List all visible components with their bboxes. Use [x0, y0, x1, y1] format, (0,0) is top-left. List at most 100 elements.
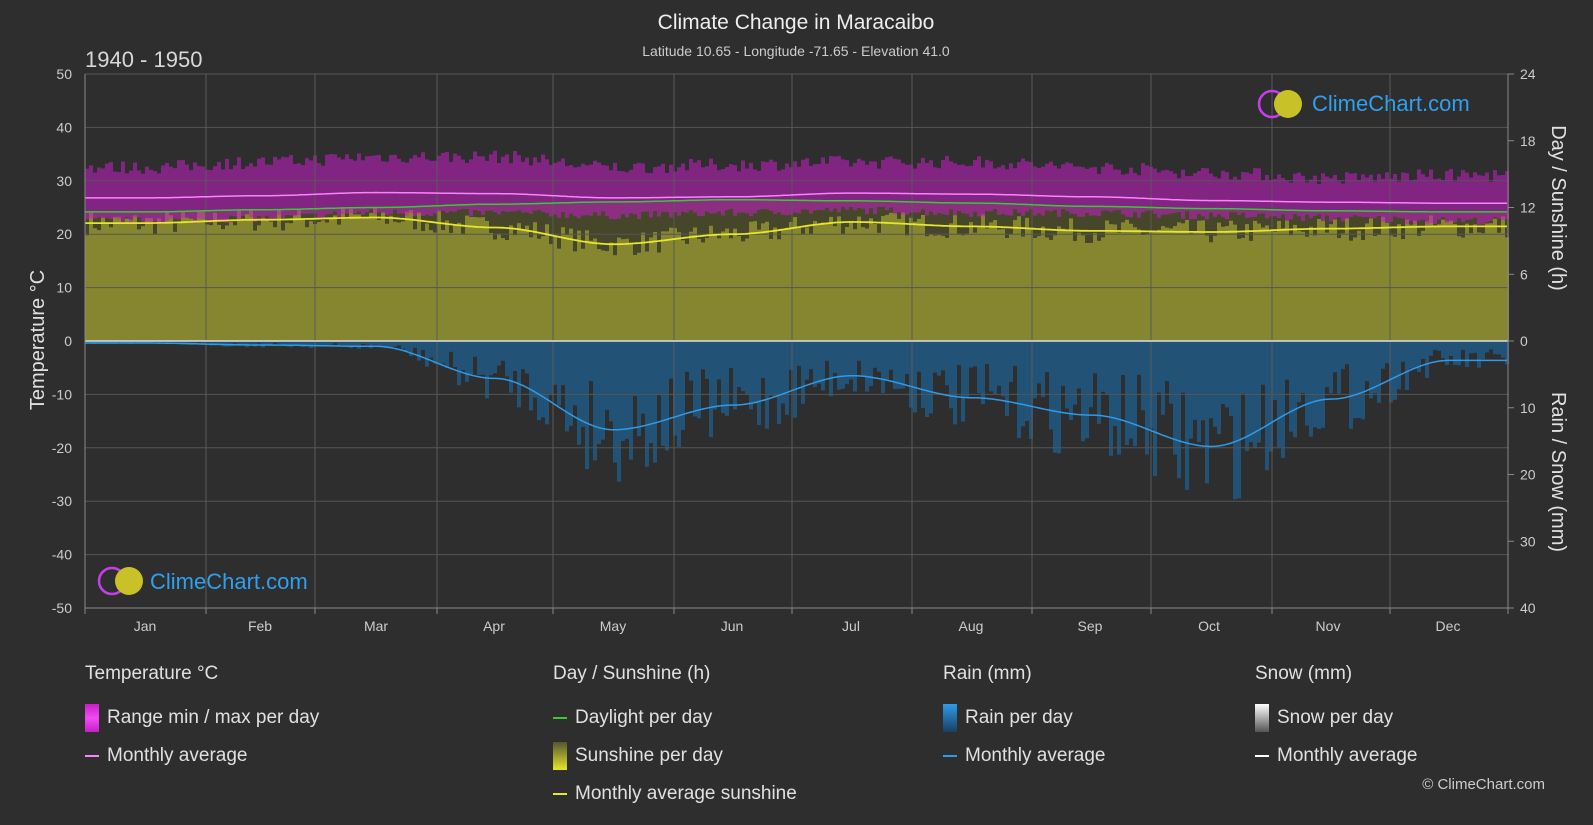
rain-bar: [433, 341, 437, 364]
sunshine-bar: [105, 222, 109, 341]
sunshine-bar: [1093, 232, 1097, 341]
temp-range-bar: [1369, 174, 1373, 218]
temp-range-bar: [197, 166, 201, 219]
temp-range-bar: [821, 157, 825, 211]
sunshine-bar: [1069, 218, 1073, 341]
temp-range-bar: [157, 173, 161, 225]
sunshine-bar: [1297, 230, 1301, 341]
rain-bar: [1261, 341, 1265, 385]
temp-range-bar: [1445, 170, 1449, 223]
temp-range-bar: [1353, 173, 1357, 216]
sunshine-bar: [961, 235, 965, 341]
temp-range-bar: [1389, 178, 1393, 222]
rain-bar: [693, 341, 697, 417]
temp-range-bar: [485, 160, 489, 211]
temp-range-bar: [1113, 169, 1117, 211]
sunshine-bar: [1489, 223, 1493, 341]
rain-bar: [893, 341, 897, 389]
temp-range-bar: [345, 154, 349, 214]
temp-range-bar: [993, 168, 997, 210]
sunshine-bar: [913, 221, 917, 341]
rain-bar: [505, 341, 509, 377]
sunshine-bar: [1001, 229, 1005, 341]
sunshine-bar: [193, 219, 197, 341]
temp-range-bar: [293, 163, 297, 216]
temp-range-bar: [477, 156, 481, 212]
axes: 50 40 30 20 10 0 -10 -20 -30 -40 -50 24 18 12 6 0 10 20 30…: [52, 66, 1536, 634]
sunshine-bar: [1117, 232, 1121, 341]
rain-bar: [305, 341, 309, 346]
logo-sun-icon: [1274, 90, 1302, 118]
rain-bar: [1241, 341, 1245, 394]
temp-range-bar: [1441, 180, 1445, 218]
temp-range-bar: [1061, 164, 1065, 210]
sunshine-bar: [93, 228, 97, 341]
sunshine-bar: [405, 211, 409, 341]
sunshine-bar: [1381, 216, 1385, 341]
sunshine-bar: [1045, 237, 1049, 341]
temp-range-bar: [1201, 168, 1205, 217]
sunshine-bar: [273, 227, 277, 341]
y-axis-label-rain: Rain / Snow (mm): [1547, 392, 1569, 552]
sunshine-bar: [1357, 230, 1361, 341]
temp-range-bar: [997, 167, 1001, 215]
sunshine-bar: [1329, 224, 1333, 341]
temp-range-bar: [689, 158, 693, 211]
temp-range-bar: [393, 154, 397, 210]
temp-range-bar: [1105, 162, 1109, 211]
rain-bar: [581, 341, 585, 427]
rain-bar: [1141, 341, 1145, 411]
rain-bar: [1345, 341, 1349, 365]
sunshine-bar: [205, 224, 209, 341]
sunshine-bar: [1313, 235, 1317, 341]
temp-range-bar: [1233, 176, 1237, 213]
temp-range-bar: [921, 157, 925, 210]
sunshine-bar: [213, 212, 217, 341]
temp-range-bar: [609, 170, 613, 220]
temp-range-bar: [1181, 169, 1185, 219]
rain-bar: [149, 341, 153, 343]
temp-range-bar: [281, 156, 285, 218]
rain-bar: [1461, 341, 1465, 350]
sunshine-bar: [509, 225, 513, 341]
sunshine-bar: [953, 215, 957, 341]
temp-range-bar: [749, 162, 753, 217]
period-label: 1940 - 1950: [85, 47, 202, 72]
sunshine-bar: [1041, 226, 1045, 341]
sunshine-bar: [741, 241, 745, 341]
sunshine-bar: [1353, 237, 1357, 341]
rain-bar: [625, 341, 629, 439]
temp-range-bar: [537, 162, 541, 210]
temp-range-bar: [561, 158, 565, 213]
legend-title: Day / Sunshine (h): [553, 663, 711, 684]
logo-text: ClimeChart.com: [150, 569, 308, 594]
rain-bar: [1453, 341, 1457, 365]
rain-bar: [533, 341, 537, 398]
copyright: © ClimeChart.com: [1422, 776, 1545, 793]
sunshine-bar: [209, 225, 213, 341]
temp-range-bar: [1077, 166, 1081, 217]
rain-bar: [1101, 341, 1105, 392]
temp-range-bar: [1333, 174, 1337, 219]
rain-bar: [1145, 341, 1149, 455]
sunshine-bar: [345, 218, 349, 341]
sunshine-bar: [177, 222, 181, 341]
temp-range-bar: [409, 158, 413, 214]
temp-range-bar: [1093, 167, 1097, 216]
temp-range-bar: [825, 163, 829, 208]
temp-range-bar: [97, 167, 101, 218]
rain-bar: [109, 341, 113, 344]
y-axis-label-temperature: Temperature °C: [27, 270, 49, 410]
temp-range-bar: [289, 155, 293, 216]
temp-range-bar: [89, 165, 93, 219]
temp-range-bar: [1017, 162, 1021, 213]
temp-range-bar: [533, 157, 537, 211]
rain-bar: [665, 341, 669, 451]
rain-bar: [621, 341, 625, 441]
temp-range-bar: [545, 159, 549, 214]
sunshine-bar: [333, 215, 337, 341]
temp-range-bar: [901, 163, 905, 215]
sunshine-bar: [829, 216, 833, 341]
rain-bar: [997, 341, 1001, 386]
